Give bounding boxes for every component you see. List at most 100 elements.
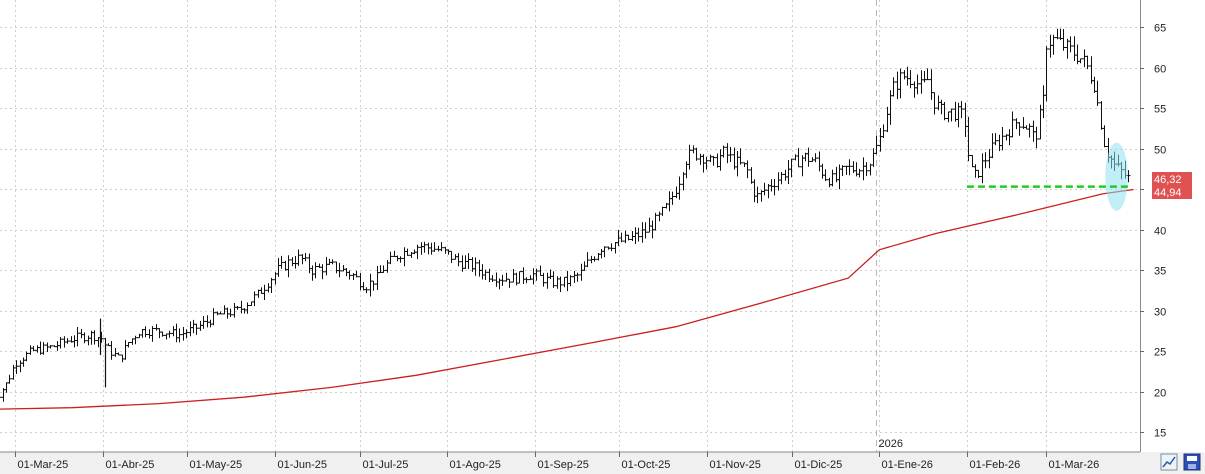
- y-tick-label: 55: [1154, 104, 1166, 116]
- ohlc-bar: [245, 302, 250, 314]
- x-tick-label: 01-Mar-26: [1049, 459, 1100, 471]
- ohlc-bar: [371, 280, 376, 291]
- ohlc-bar: [337, 262, 342, 278]
- ohlc-bar: [405, 248, 410, 256]
- ohlc-bar: [41, 342, 46, 355]
- y-tick-label: 35: [1154, 266, 1166, 278]
- ohlc-bar: [864, 162, 869, 177]
- ohlc-bar: [925, 68, 930, 81]
- ohlc-bar: [541, 272, 546, 287]
- ohlc-bar: [1102, 125, 1107, 148]
- ohlc-bar: [330, 259, 335, 265]
- ohlc-bar: [252, 291, 257, 306]
- ohlc-bar: [830, 169, 835, 187]
- ohlc-bar: [636, 227, 641, 242]
- ohlc-bar: [48, 345, 53, 349]
- ohlc-bar: [14, 360, 19, 374]
- ohlc-bar: [483, 269, 488, 280]
- ohlc-bar: [143, 326, 148, 338]
- ohlc-bar: [551, 271, 556, 288]
- ohlc-bar: [466, 253, 471, 269]
- ohlc-bar: [619, 232, 624, 243]
- ohlc-bar: [432, 242, 437, 252]
- x-tick-label: 01-Dic-25: [795, 459, 843, 471]
- ohlc-bar: [558, 276, 563, 292]
- ohlc-bar: [0, 396, 2, 398]
- ohlc-bar: [347, 270, 352, 280]
- toolbar-icons: [1160, 453, 1201, 471]
- annotations: [966, 142, 1131, 211]
- ohlc-bar: [643, 222, 648, 239]
- ohlc-bar: [381, 265, 386, 273]
- ohlc-bar: [517, 271, 522, 284]
- ohlc-bar: [874, 135, 879, 155]
- ohlc-bar: [949, 108, 954, 122]
- save-disk-icon[interactable]: [1183, 453, 1201, 471]
- ohlc-bar: [235, 306, 240, 310]
- ohlc-bar: [82, 332, 87, 344]
- ohlc-bar: [966, 116, 971, 162]
- ohlc-bar: [201, 316, 206, 329]
- ohlc-bar: [1027, 123, 1032, 138]
- x-axis: 01-Mar-25 01-Abr-25 01-May-25 01-Jun-25 01-J…: [0, 438, 1205, 474]
- ohlc-bar: [320, 264, 325, 280]
- ohlc-bar: [228, 308, 233, 317]
- x-axis-background: [0, 452, 1205, 474]
- ohlc-bar: [694, 147, 699, 161]
- ohlc-bar: [602, 246, 607, 258]
- ohlc-bar: [585, 252, 590, 268]
- ohlc-bar: [1061, 29, 1066, 51]
- ohlc-bar: [58, 337, 63, 349]
- ohlc-bar: [915, 74, 920, 95]
- ohlc-bar: [65, 338, 70, 344]
- ohlc-bar: [796, 148, 801, 168]
- ohlc-bar: [184, 329, 189, 339]
- ohlc-bar: [296, 249, 301, 266]
- ohlc-bar: [177, 328, 182, 343]
- ohlc-bar: [660, 206, 665, 216]
- ohlc-bar: [456, 253, 461, 267]
- ohlc-bar: [976, 169, 981, 179]
- ohlc-bar: [789, 158, 794, 178]
- ohlc-bar: [286, 255, 291, 278]
- ohlc-bar: [932, 92, 937, 115]
- x-tick-label: 01-Sep-25: [538, 459, 589, 471]
- x-tick-label: 01-Jul-25: [363, 459, 409, 471]
- ohlc-bar: [626, 234, 631, 241]
- ohlc-bar: [473, 257, 478, 276]
- x-tick-label: 01-Ene-26: [882, 459, 933, 471]
- moving-average-series: [0, 188, 1134, 410]
- ohlc-bar: [1034, 126, 1039, 149]
- ohlc-bar: [507, 278, 512, 288]
- ohlc-bar: [126, 342, 131, 348]
- moving-average-label-box: [1152, 185, 1192, 199]
- x-tick-label: 01-Nov-25: [710, 459, 761, 471]
- ohlc-bar: [840, 165, 845, 176]
- y-tick-label: 40: [1154, 226, 1166, 238]
- y-tick-label: 65: [1154, 23, 1166, 35]
- moving-average-label: 44,94: [1152, 185, 1192, 199]
- ohlc-bar: [1017, 122, 1022, 136]
- ohlc-bar: [1051, 34, 1056, 55]
- ohlc-bar: [983, 152, 988, 169]
- ohlc-bar: [449, 250, 454, 263]
- y-tick-label: 50: [1154, 145, 1166, 157]
- ohlc-bar: [959, 101, 964, 119]
- ohlc-bar: [857, 168, 862, 178]
- x-tick-label: 01-Abr-25: [106, 459, 155, 471]
- ohlc-bar: [160, 331, 165, 337]
- ohlc-bar: [303, 253, 308, 262]
- ohlc-bar: [218, 311, 223, 315]
- save-icon-slot: [1188, 464, 1196, 469]
- ohlc-bar: [388, 251, 393, 265]
- moving-average-line: [0, 188, 1134, 410]
- zoom-chart-icon[interactable]: [1160, 453, 1178, 471]
- y-tick-label: 15: [1154, 428, 1166, 440]
- y-tick-label: 20: [1154, 388, 1166, 400]
- ohlc-bar: [524, 277, 529, 284]
- ohlc-bar: [1068, 36, 1073, 53]
- ohlc-bar: [755, 186, 760, 204]
- ohlc-bar: [1085, 55, 1090, 70]
- ohlc-bar: [109, 341, 114, 360]
- ohlc-bar: [908, 70, 913, 89]
